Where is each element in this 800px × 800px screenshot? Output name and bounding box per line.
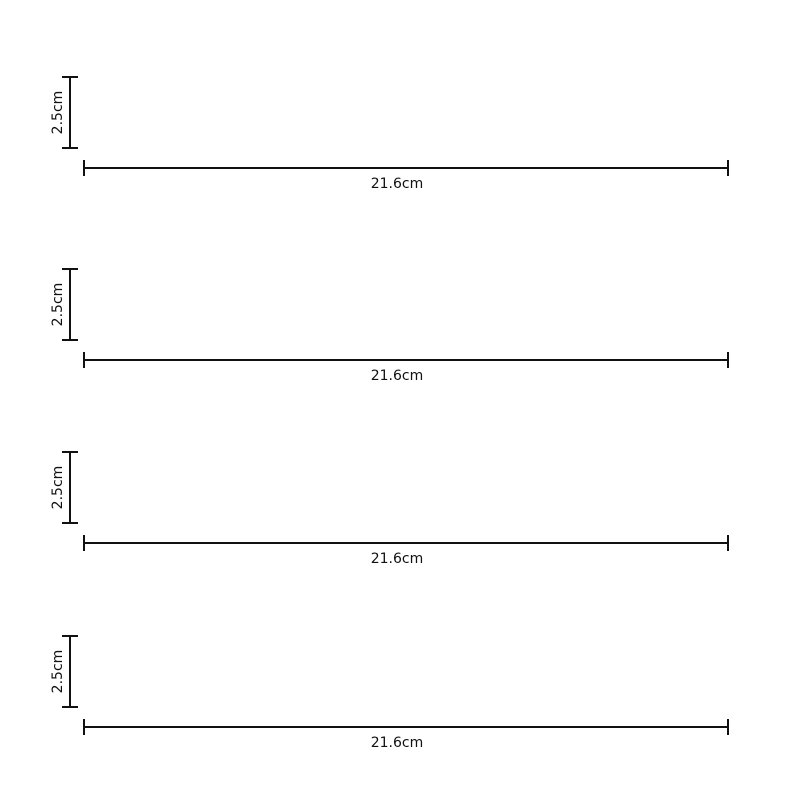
width-label: 21.6cm [371,735,424,751]
width-label: 21.6cm [371,551,424,567]
height-label: 2.5cm [50,650,66,694]
height-label: 2.5cm [50,91,66,135]
width-label: 21.6cm [371,368,424,384]
height-label: 2.5cm [50,466,66,510]
width-label: 21.6cm [371,176,424,192]
height-label: 2.5cm [50,283,66,327]
